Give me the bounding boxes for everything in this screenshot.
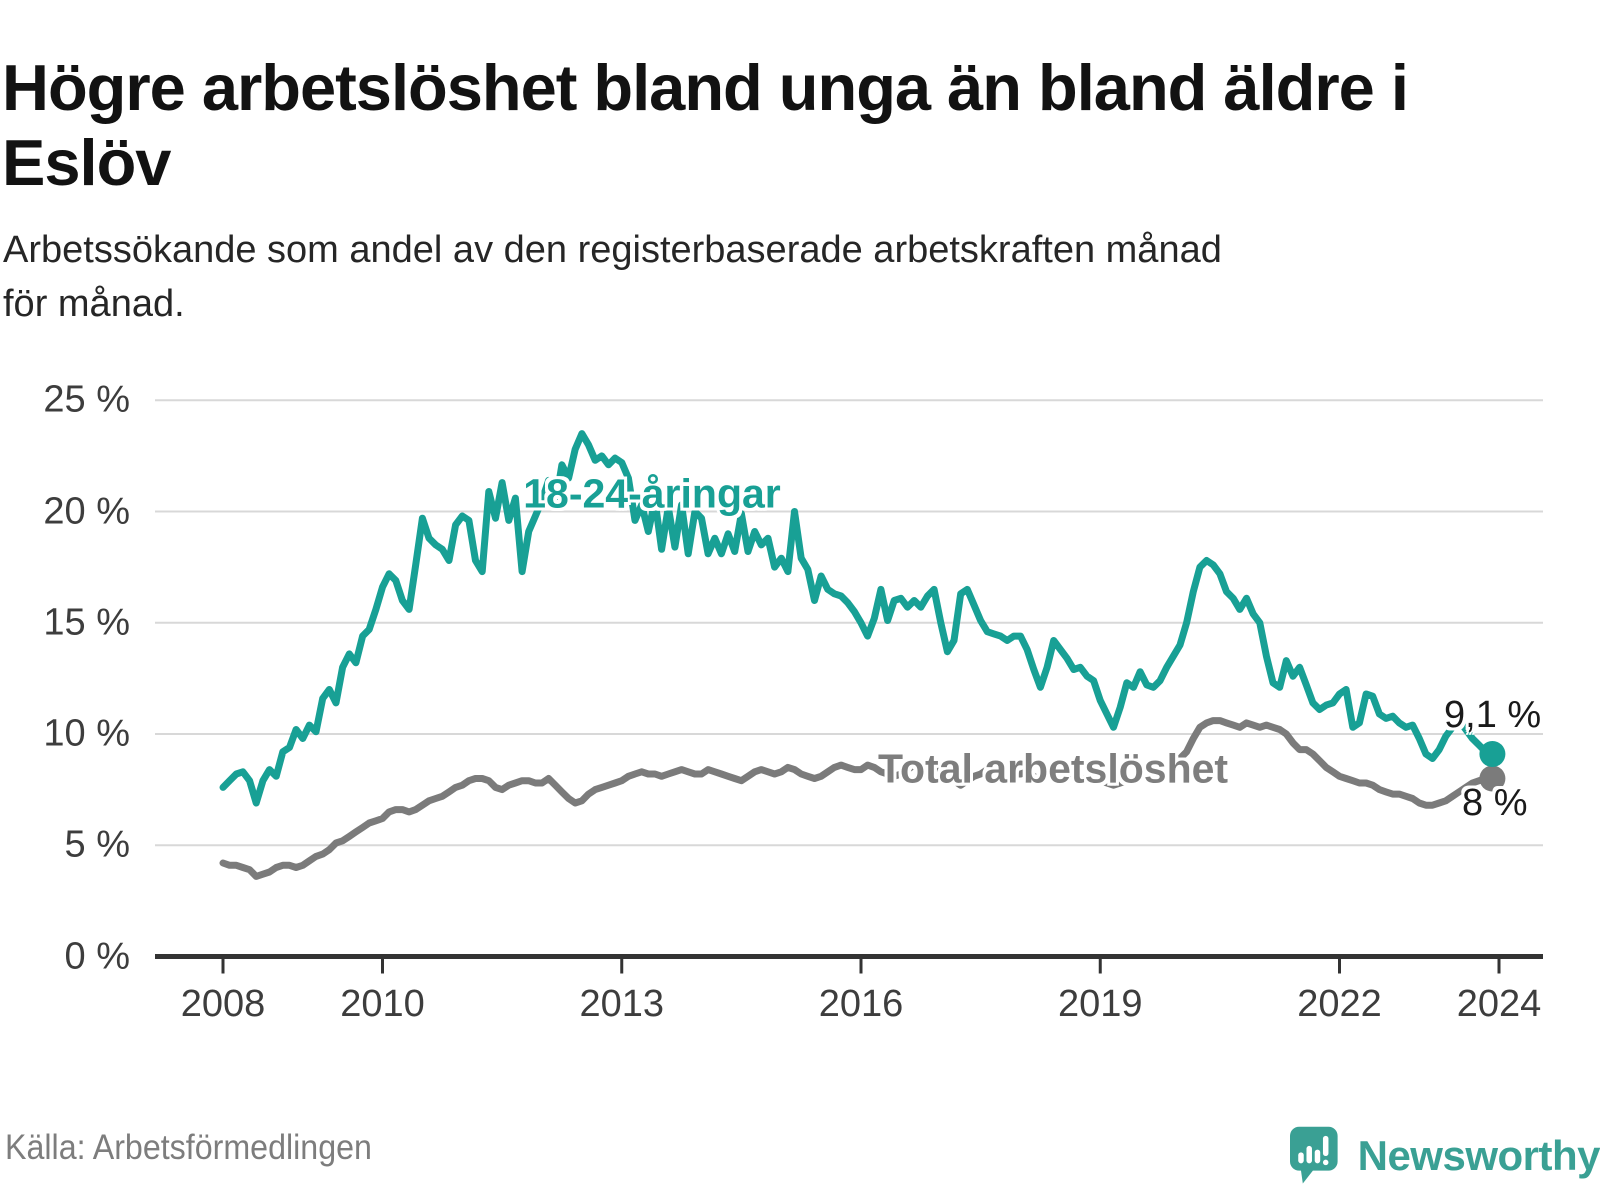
y-axis-tick-label: 25 % <box>43 378 130 421</box>
x-axis-tick-label: 2016 <box>818 983 904 1025</box>
y-axis-tick-label: 20 % <box>43 490 130 532</box>
series-end-dot-total <box>1479 765 1506 792</box>
y-axis-tick-label: 15 % <box>43 601 130 644</box>
x-axis-tick-label: 2019 <box>1057 983 1143 1025</box>
newsworthy-logo: Newsworthy <box>1290 1112 1600 1200</box>
x-axis-tick-label: 2022 <box>1297 983 1382 1025</box>
end-value-label-18-24: 9,1 % <box>1444 694 1542 736</box>
end-value-label-total: 8 % <box>1462 782 1528 824</box>
x-axis-tick-label: 2008 <box>180 983 266 1025</box>
series-end-dot-18-24 <box>1479 741 1506 767</box>
series-label-18-24: 18-24-åringar <box>523 470 781 517</box>
series-label-total: Total arbetslöshet <box>878 745 1229 792</box>
newsworthy-wordmark: Newsworthy <box>1357 1132 1600 1179</box>
page-title: Högre arbetslöshet bland unga än bland ä… <box>2 50 1409 199</box>
y-axis-tick-label: 5 % <box>64 823 130 866</box>
x-axis-tick-label: 2024 <box>1456 983 1542 1025</box>
x-axis-tick-label: 2013 <box>579 983 665 1025</box>
series-line-total <box>219 717 1496 880</box>
source-note: Källa: Arbetsförmedlingen <box>5 1128 372 1167</box>
y-axis-tick-label: 0 % <box>64 935 130 977</box>
newsworthy-icon <box>1290 1126 1338 1184</box>
page-subtitle: Arbetssökande som andel av den registerb… <box>3 229 1222 325</box>
x-axis-tick-label: 2010 <box>340 983 425 1025</box>
y-axis-tick-label: 10 % <box>43 712 130 755</box>
series-line-18-24 <box>219 430 1496 807</box>
